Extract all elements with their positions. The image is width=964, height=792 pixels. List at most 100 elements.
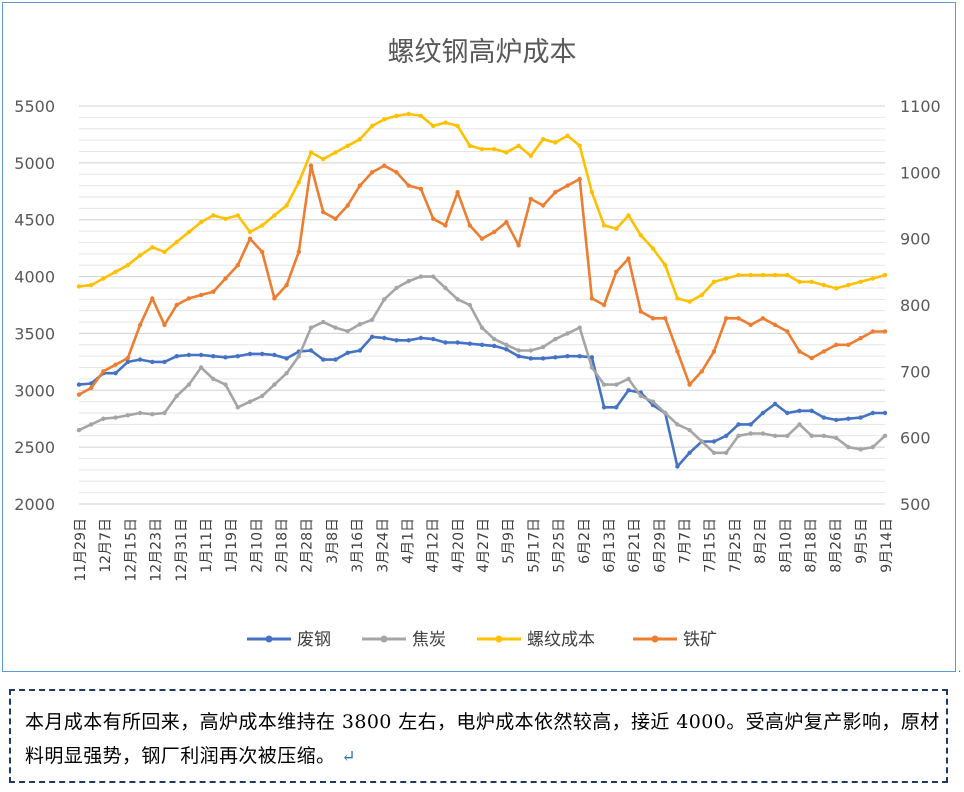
- data-point: [577, 143, 582, 148]
- data-point: [565, 354, 570, 359]
- x-tick-label: 3月24日: [375, 518, 391, 573]
- data-point: [870, 276, 875, 281]
- data-point: [785, 433, 790, 438]
- data-point: [369, 334, 375, 339]
- data-point: [626, 213, 631, 218]
- data-point: [418, 186, 424, 192]
- x-tick-label: 3月8日: [325, 518, 341, 564]
- data-point: [687, 450, 692, 455]
- data-point: [687, 382, 692, 387]
- x-tick-label: 8月2日: [753, 518, 769, 564]
- data-point: [687, 427, 692, 433]
- data-point: [443, 120, 448, 125]
- data-point: [137, 410, 143, 416]
- data-point: [882, 433, 888, 438]
- data-point: [174, 239, 179, 245]
- data-point: [321, 319, 326, 325]
- data-point: [882, 410, 888, 416]
- x-tick-label: 12月31日: [174, 518, 190, 582]
- data-point: [748, 322, 753, 328]
- data-point: [333, 150, 338, 155]
- data-point: [418, 335, 424, 341]
- data-point: [516, 243, 521, 248]
- data-point: [834, 435, 839, 441]
- data-point: [137, 357, 143, 362]
- data-point: [626, 256, 631, 261]
- data-point: [455, 123, 460, 129]
- data-point: [382, 117, 387, 122]
- data-point: [150, 245, 155, 250]
- x-tick-label: 12月23日: [149, 518, 165, 582]
- data-point: [748, 431, 753, 436]
- data-point: [785, 410, 790, 416]
- data-point: [272, 382, 277, 387]
- right-axis-tick-label: 600: [900, 429, 931, 448]
- data-point: [540, 356, 546, 361]
- data-point: [821, 415, 827, 420]
- data-point: [711, 450, 717, 455]
- data-point: [870, 329, 875, 334]
- data-point: [601, 405, 607, 410]
- data-point: [357, 348, 363, 353]
- data-point: [284, 203, 289, 208]
- data-point: [858, 447, 863, 452]
- data-point: [186, 229, 192, 235]
- data-point: [467, 223, 472, 228]
- data-point: [198, 365, 204, 370]
- x-tick-label: 2月28日: [300, 518, 316, 573]
- x-tick-label: 6月29日: [652, 518, 668, 573]
- data-point: [809, 355, 814, 361]
- data-point: [382, 297, 387, 302]
- data-point: [492, 336, 497, 342]
- data-point: [772, 322, 778, 328]
- data-point: [150, 359, 155, 365]
- data-point: [162, 322, 167, 328]
- x-tick-label: 1月11日: [199, 518, 215, 573]
- data-point: [504, 347, 509, 352]
- data-point: [809, 433, 814, 438]
- data-point: [492, 343, 497, 349]
- data-point: [663, 263, 668, 268]
- data-point: [369, 123, 375, 129]
- data-point: [284, 282, 289, 288]
- right-axis-tick-label: 500: [900, 495, 931, 514]
- data-point: [406, 338, 411, 343]
- data-point: [540, 137, 546, 142]
- note-body: 本月成本有所回来，高炉成本维持在 3800 左右，电炉成本依然较高，接近 400…: [25, 711, 940, 767]
- data-point: [870, 410, 875, 416]
- data-point: [211, 289, 216, 294]
- data-point: [614, 226, 619, 231]
- data-point: [431, 216, 436, 221]
- data-point: [675, 464, 680, 469]
- x-tick-label: 9月14日: [879, 518, 895, 573]
- data-point: [272, 296, 277, 301]
- data-point: [834, 417, 839, 423]
- data-point: [125, 263, 130, 268]
- data-point: [663, 316, 668, 321]
- legend-marker: [380, 635, 388, 643]
- data-point: [748, 422, 753, 427]
- data-point: [186, 296, 192, 301]
- data-point: [577, 354, 582, 359]
- chart-title: 螺纹钢高炉成本: [388, 37, 577, 68]
- data-point: [675, 422, 680, 427]
- data-point: [528, 153, 533, 158]
- data-point: [760, 431, 766, 436]
- data-point: [699, 369, 704, 374]
- left-axis-tick-label: 5500: [14, 97, 55, 116]
- data-point: [235, 213, 240, 218]
- data-point: [272, 352, 277, 358]
- data-point: [211, 213, 216, 218]
- data-point: [724, 316, 729, 321]
- x-tick-label: 7月7日: [678, 518, 694, 564]
- data-point: [260, 249, 265, 255]
- data-point: [675, 296, 680, 301]
- data-point: [601, 302, 607, 308]
- data-point: [748, 272, 753, 278]
- data-point: [162, 359, 167, 365]
- data-point: [528, 196, 533, 202]
- x-tick-label: 12月15日: [123, 518, 139, 582]
- data-point: [479, 146, 485, 152]
- data-point: [516, 354, 521, 359]
- data-point: [846, 342, 851, 347]
